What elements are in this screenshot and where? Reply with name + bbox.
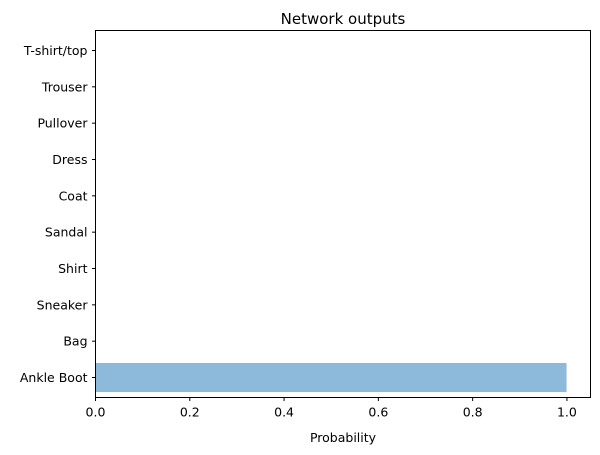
bars-group — [95, 362, 567, 393]
x-tick-label: 0.6 — [368, 405, 388, 420]
x-tick-label: 0.4 — [274, 405, 294, 420]
x-axis-ticks: 0.0 0.2 0.4 0.6 0.8 1.0 — [86, 397, 577, 420]
y-axis-ticks: T-shirt/top Trouser Pullover Dress Coat Sanda… — [20, 43, 96, 385]
bar-ankle-boot — [95, 362, 567, 393]
y-tick-label: Bag — [63, 334, 87, 349]
y-tick-label: Sandal — [45, 225, 88, 240]
y-tick-label: Shirt — [58, 261, 87, 276]
y-tick-label: Dress — [52, 152, 87, 167]
x-tick-label: 0.2 — [180, 405, 200, 420]
x-tick-label: 1.0 — [557, 405, 577, 420]
x-tick-label: 0.8 — [463, 405, 483, 420]
y-tick-label: Sneaker — [37, 297, 89, 312]
y-tick-label: T-shirt/top — [23, 43, 88, 58]
y-tick-label: Trouser — [41, 79, 88, 94]
x-tick-label: 0.0 — [86, 405, 106, 420]
x-axis-label: Probability — [310, 430, 377, 445]
y-tick-label: Coat — [59, 188, 88, 203]
plot-frame — [95, 30, 591, 398]
y-tick-label: Ankle Boot — [20, 370, 88, 385]
chart-title: Network outputs — [281, 10, 406, 28]
y-tick-label: Pullover — [37, 116, 88, 131]
